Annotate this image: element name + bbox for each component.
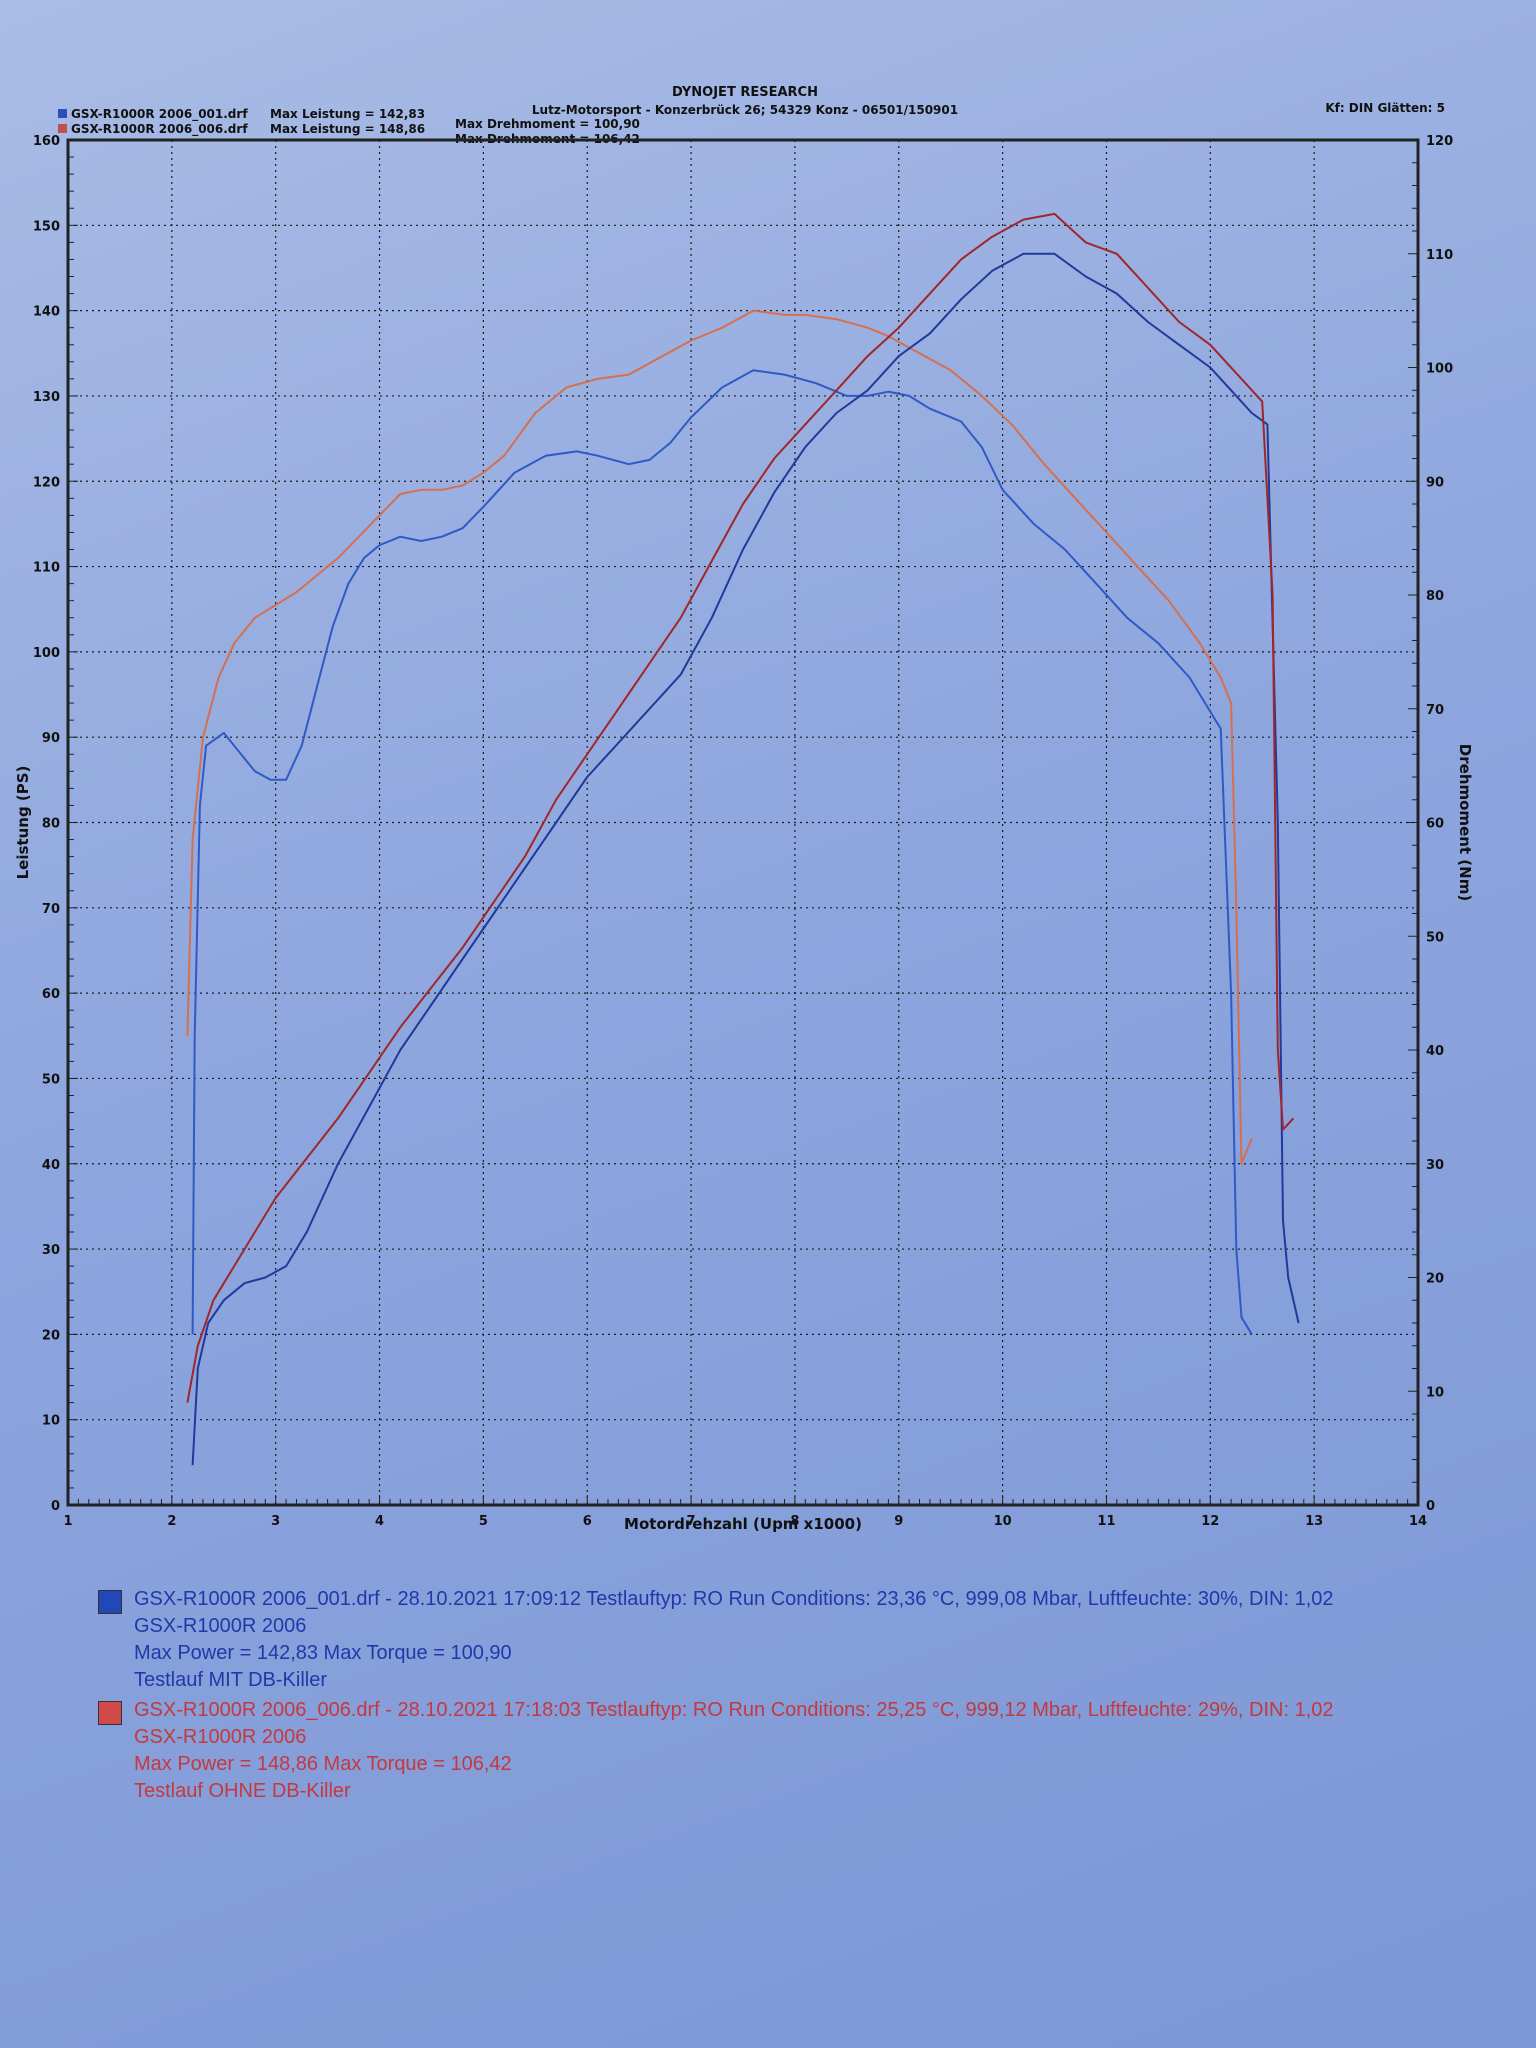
run-blue-line2: GSX-R1000R 2006 (134, 1615, 307, 1637)
run-red-line2: GSX-R1000R 2006 (134, 1726, 307, 1748)
y2-tick-label: 80 (1426, 589, 1444, 604)
y-tick-label: 140 (33, 305, 60, 320)
x-tick-label: 2 (167, 1514, 176, 1529)
run-blue-line1: GSX-R1000R 2006_001.drf - 28.10.2021 17:… (134, 1588, 1334, 1610)
y2-tick-label: 120 (1426, 134, 1453, 149)
x-tick-label: 14 (1409, 1514, 1427, 1529)
legend-file-2: GSX-R1000R 2006_006.drf (71, 122, 248, 137)
x-tick-label: 9 (894, 1514, 903, 1529)
x-tick-label: 6 (583, 1514, 592, 1529)
run-red-line3: Max Power = 148,86 Max Torque = 106,42 (134, 1753, 512, 1775)
y2-tick-label: 10 (1426, 1385, 1444, 1400)
y-tick-label: 30 (42, 1243, 60, 1258)
y-tick-label: 70 (42, 902, 60, 917)
y-tick-label: 80 (42, 817, 60, 832)
y-tick-label: 160 (33, 134, 60, 149)
legend-line-1: GSX-R1000R 2006_001.drf Max Leistung = 1… (58, 107, 640, 131)
y-tick-label: 60 (42, 987, 60, 1002)
legend-file-1: GSX-R1000R 2006_001.drf (71, 107, 248, 122)
series-layer (186, 212, 1300, 1466)
legend-swatch-2 (58, 124, 67, 133)
y2-tick-label: 100 (1426, 362, 1453, 377)
legend-swatch-1 (58, 109, 67, 118)
run-blue-line4: Testlauf MIT DB-Killer (134, 1669, 328, 1691)
y-tick-label: 150 (33, 219, 60, 234)
x-axis-title: Motordrehzahl (Upm x1000) (624, 1515, 862, 1533)
y-tick-label: 130 (33, 390, 60, 405)
x-tick-label: 5 (479, 1514, 488, 1529)
legend-power-2: Max Leistung = 148,86 (270, 122, 425, 136)
x-tick-label: 10 (994, 1514, 1012, 1529)
series-line-torque-red (186, 212, 1295, 1403)
y-tick-label: 100 (33, 646, 60, 661)
series-line-torque-blue (191, 252, 1300, 1466)
grid (67, 139, 1419, 1506)
y2-tick-label: 0 (1426, 1499, 1435, 1514)
x-tick-label: 8 (790, 1514, 799, 1529)
chart-settings: Kf: DIN Glätten: 5 (1325, 101, 1445, 115)
y2-tick-label: 30 (1426, 1158, 1444, 1173)
y2-tick-label: 70 (1426, 703, 1444, 718)
y-tick-label: 50 (42, 1072, 60, 1087)
run-swatch-red (98, 1701, 122, 1725)
run-red-line1: GSX-R1000R 2006_006.drf - 28.10.2021 17:… (134, 1699, 1334, 1721)
y-tick-label: 10 (42, 1414, 60, 1429)
x-tick-label: 7 (687, 1514, 696, 1529)
y-tick-label: 110 (33, 561, 60, 576)
legend-torque-1: Max Drehmoment = 100,90 (455, 117, 640, 131)
x-tick-label: 3 (271, 1514, 280, 1529)
legend-power-1: Max Leistung = 142,83 (270, 107, 425, 121)
run-swatch-blue (98, 1590, 122, 1614)
plot-frame (66, 138, 1420, 1507)
x-tick-label: 4 (375, 1514, 384, 1529)
y2-tick-label: 60 (1426, 817, 1444, 832)
y-tick-label: 20 (42, 1328, 60, 1343)
y-tick-label: 90 (42, 731, 60, 746)
run-blue-line3: Max Power = 142,83 Max Torque = 100,90 (134, 1642, 512, 1664)
x-tick-label: 1 (63, 1514, 72, 1529)
series-line-power-red (186, 309, 1253, 1165)
x-tick-label: 12 (1201, 1514, 1219, 1529)
y2-tick-label: 110 (1426, 248, 1453, 263)
y-tick-label: 40 (42, 1158, 60, 1173)
y2-tick-label: 20 (1426, 1272, 1444, 1287)
y-axis-title: Leistung (PS) (14, 766, 32, 880)
x-tick-label: 11 (1097, 1514, 1115, 1529)
chart-shop: Lutz-Motorsport - Konzerbrück 26; 54329 … (532, 103, 958, 117)
tick-labels: 1 2 3 4 5 6 7 8 9 10 11 12 13 14010203040506070809010… (33, 134, 1453, 1529)
y2-tick-label: 90 (1426, 475, 1444, 490)
y-tick-label: 120 (33, 475, 60, 490)
y2-tick-label: 50 (1426, 930, 1444, 945)
x-tick-label: 13 (1305, 1514, 1323, 1529)
y2-tick-label: 40 (1426, 1044, 1444, 1059)
run-red-line4: Testlauf OHNE DB-Killer (134, 1780, 351, 1802)
y-tick-label: 0 (51, 1499, 60, 1514)
chart-brand: DYNOJET RESEARCH (672, 85, 818, 100)
dyno-chart: DYNOJET RESEARCH Lutz-Motorsport - Konze… (14, 85, 1474, 1533)
series-line-power-blue (191, 369, 1253, 1335)
y2-axis-title: Drehmoment (Nm) (1456, 744, 1474, 901)
